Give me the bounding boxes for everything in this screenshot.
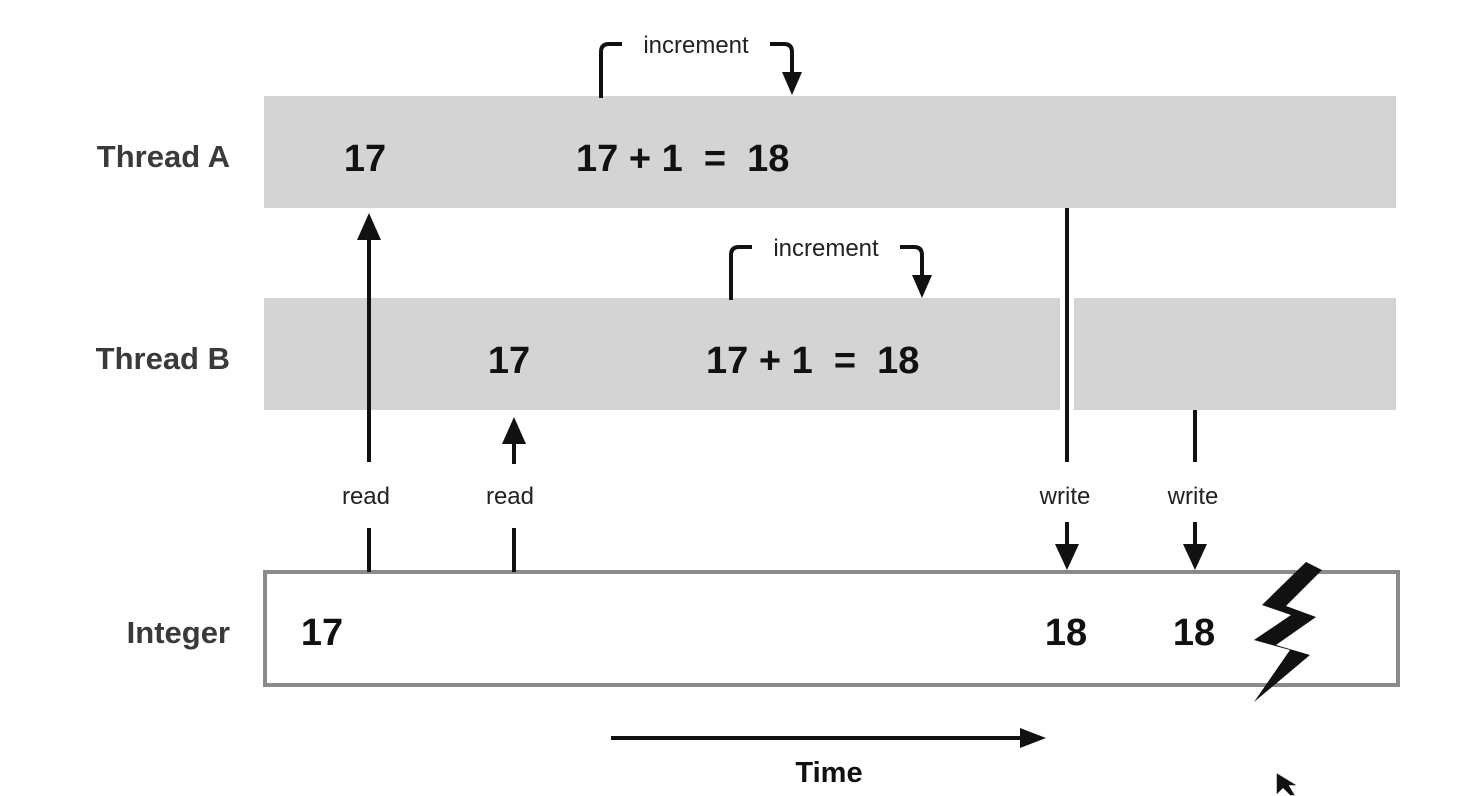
- thread-b-increment-arrowhead: [912, 275, 932, 298]
- write-arrow-a-head: [1055, 544, 1079, 570]
- thread-b-label: Thread B: [96, 341, 230, 376]
- time-arrow: Time: [611, 728, 1046, 789]
- integer-initial-value: 17: [301, 612, 343, 654]
- time-label: Time: [795, 757, 862, 789]
- thread-b-increment-bracket: increment: [729, 235, 932, 300]
- thread-a-lane: [264, 96, 1396, 208]
- read-label-b: read: [486, 483, 534, 510]
- time-arrow-head: [1020, 728, 1046, 748]
- read-label-a: read: [342, 483, 390, 510]
- lightning-bolt-icon: [1254, 562, 1322, 702]
- integer-value-after-write-b: 18: [1173, 612, 1215, 654]
- integer-label: Integer: [127, 615, 230, 650]
- write-label-a: write: [1039, 483, 1091, 510]
- read-arrow-b-head: [502, 417, 526, 444]
- thread-a-increment-arrowhead: [782, 72, 802, 95]
- integer-value-after-write-a: 18: [1045, 612, 1087, 654]
- integer-box: [263, 570, 1400, 687]
- thread-a-computation: 17 + 1 = 18: [576, 138, 789, 180]
- read-arrow-a-head: [357, 213, 381, 240]
- thread-b-read-value: 17: [488, 340, 530, 382]
- write-arrow-thread-a: write: [1039, 208, 1091, 570]
- read-arrow-thread-a: read: [342, 213, 390, 572]
- write-label-b: write: [1167, 483, 1219, 510]
- read-arrow-thread-b: read: [486, 417, 534, 572]
- thread-a-label: Thread A: [97, 139, 230, 174]
- mouse-cursor-icon: [1275, 770, 1302, 796]
- thread-b-increment-label: increment: [773, 235, 879, 262]
- write-arrow-b-head: [1183, 544, 1207, 570]
- thread-a-read-value: 17: [344, 138, 386, 180]
- thread-b-computation: 17 + 1 = 18: [706, 340, 919, 382]
- thread-a-increment-bracket: increment: [599, 32, 802, 98]
- write-arrow-thread-b: write: [1167, 410, 1219, 570]
- thread-a-increment-label: increment: [643, 32, 749, 59]
- thread-b-lane-left: [264, 298, 1060, 410]
- thread-b-lane-right: [1074, 298, 1396, 410]
